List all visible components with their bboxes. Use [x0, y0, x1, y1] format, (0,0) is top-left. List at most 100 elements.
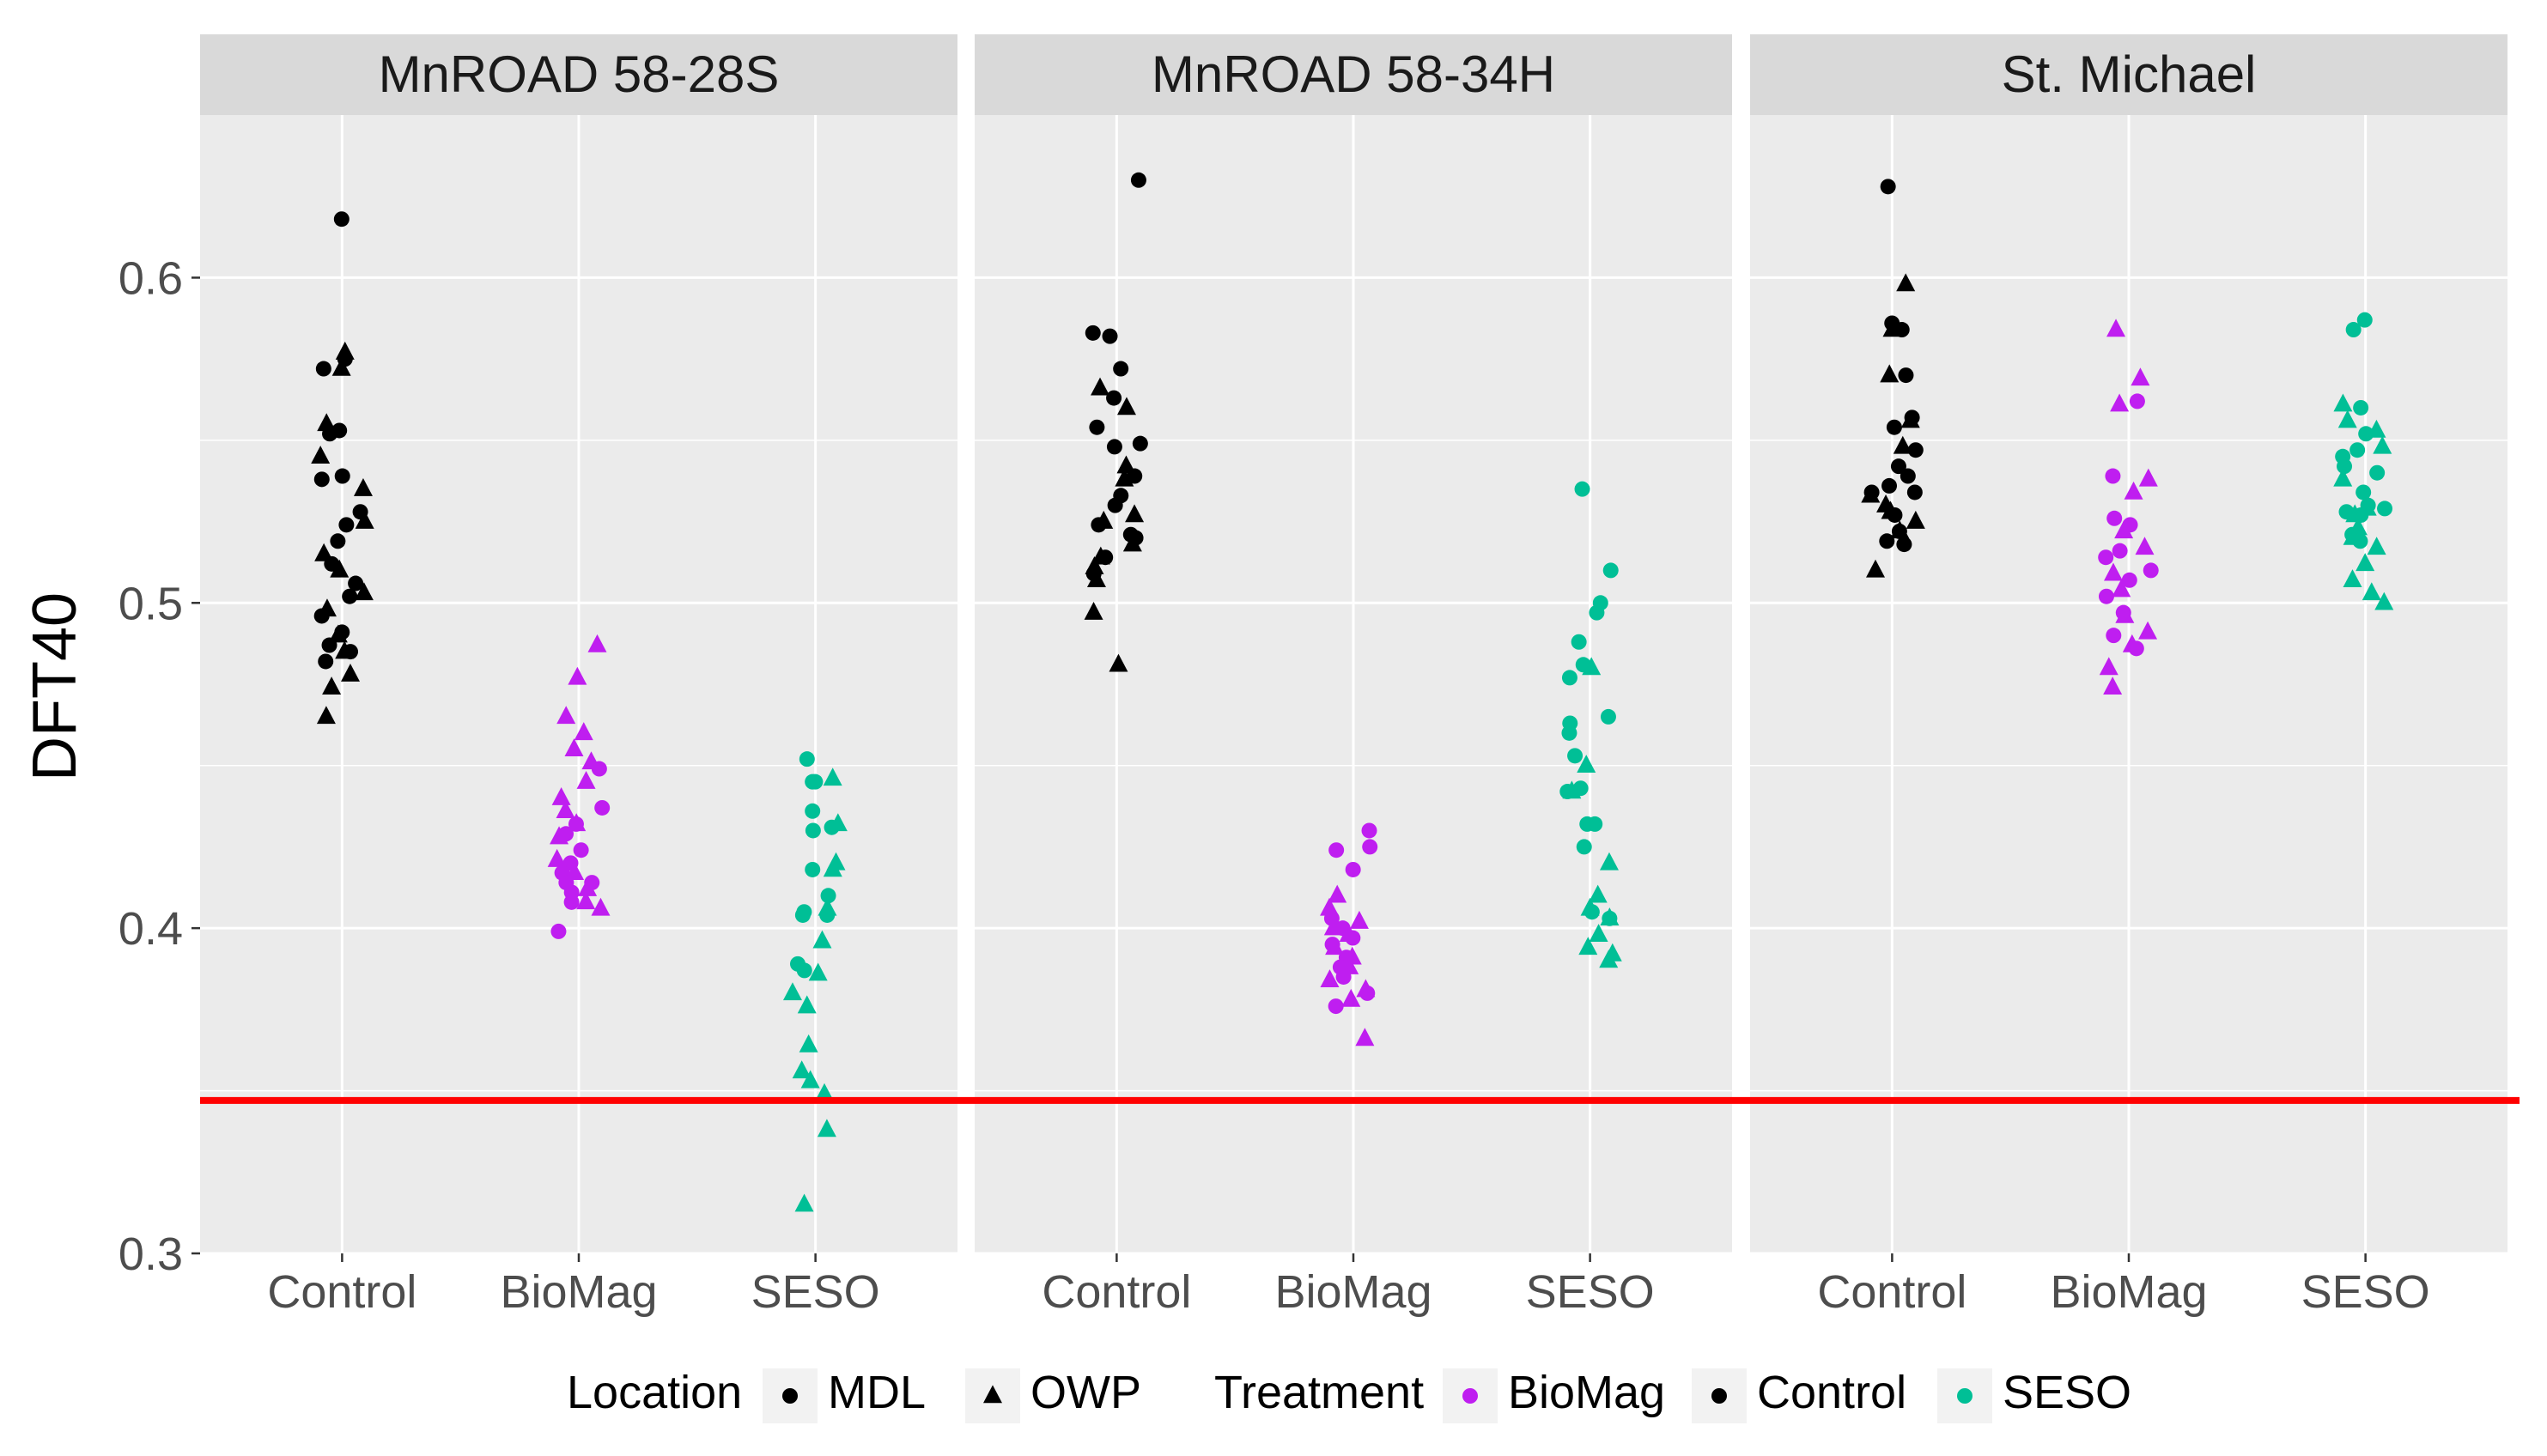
data-point-control-mdl — [1890, 458, 1906, 475]
data-point-control-mdl — [330, 533, 346, 549]
points-seso — [2333, 312, 2394, 610]
data-point-biomag-mdl — [2098, 588, 2114, 604]
data-point-control-owp — [1085, 555, 1104, 574]
data-point-seso-mdl — [1600, 708, 1616, 725]
data-point-biomag-owp — [2115, 604, 2135, 623]
data-point-seso-mdl — [1579, 816, 1596, 832]
data-point-seso-mdl — [2353, 399, 2369, 416]
data-point-control-owp — [1115, 468, 1134, 487]
data-point-seso-owp — [817, 1119, 836, 1138]
data-point-seso-owp — [2343, 526, 2362, 545]
data-point-seso-mdl — [820, 888, 836, 904]
legend-label-control: Control — [1757, 1367, 1906, 1418]
data-point-biomag-owp — [547, 848, 567, 867]
data-point-biomag-owp — [1341, 988, 1361, 1007]
data-point-control-mdl — [1102, 328, 1118, 344]
legend-title-treatment: Treatment — [1214, 1367, 1424, 1418]
data-point-seso-owp — [2343, 569, 2362, 588]
legend-symbol-control — [1711, 1388, 1727, 1404]
data-point-biomag-owp — [1320, 969, 1340, 988]
data-point-biomag-owp — [2138, 468, 2158, 487]
data-point-seso-mdl — [2377, 500, 2393, 517]
data-point-biomag-owp — [591, 897, 611, 916]
data-point-biomag-owp — [1340, 956, 1359, 974]
data-point-biomag-owp — [551, 786, 571, 805]
data-point-biomag-owp — [587, 634, 607, 652]
data-point-biomag-owp — [2103, 562, 2123, 581]
data-point-control-mdl — [1896, 537, 1912, 553]
data-point-control-mdl — [318, 653, 334, 670]
data-point-biomag-owp — [556, 800, 575, 819]
data-point-control-owp — [1125, 504, 1145, 523]
data-point-biomag-owp — [576, 771, 596, 789]
y-axis: 0.3 0.4 0.5 0.6 — [119, 252, 200, 1280]
data-point-biomag-owp — [1349, 910, 1369, 929]
legend: Location MDL OWP Treatment BioMag Control SESO — [567, 1367, 2131, 1423]
data-point-biomag-mdl — [1361, 822, 1377, 839]
x-tick-label-control: Control — [1817, 1266, 1966, 1318]
panel-mnroad-58-28s: MnROAD 58-28S Control BioMag SESO — [200, 34, 957, 1318]
data-point-seso-mdl — [805, 822, 821, 839]
data-point-control-mdl — [1881, 477, 1898, 494]
panel-st-michael: St. Michael Control BioMag SESO — [1750, 34, 2507, 1318]
data-point-control-owp — [1086, 569, 1106, 588]
data-point-seso-owp — [2367, 537, 2386, 555]
x-tick-label-biomag: BioMag — [1274, 1266, 1432, 1318]
points-biomag — [1320, 822, 1378, 1046]
data-point-control-owp — [354, 582, 374, 601]
legend-symbol-mdl — [782, 1388, 798, 1404]
data-point-control-mdl — [1879, 533, 1895, 549]
data-point-biomag-owp — [2114, 520, 2134, 539]
data-point-control-owp — [353, 478, 373, 496]
data-point-control-mdl — [1900, 468, 1916, 484]
data-point-seso-owp — [812, 930, 832, 949]
data-point-seso-mdl — [2356, 484, 2372, 500]
data-point-control-owp — [1896, 273, 1916, 292]
data-point-control-owp — [1881, 500, 1900, 519]
panel-strip — [975, 34, 1732, 115]
data-point-biomag-owp — [576, 891, 596, 910]
data-point-control-owp — [1906, 510, 1925, 529]
legend-label-biomag: BioMag — [1508, 1367, 1665, 1418]
data-point-control-mdl — [1907, 442, 1924, 458]
legend-symbol-owp — [983, 1385, 1002, 1404]
data-point-control-owp — [1122, 533, 1142, 552]
data-point-biomag-owp — [556, 706, 576, 725]
data-point-biomag-mdl — [2098, 549, 2114, 566]
data-point-biomag-owp — [581, 751, 601, 770]
data-point-biomag-owp — [1328, 884, 1347, 903]
data-point-seso-owp — [1589, 924, 1608, 942]
data-point-control-mdl — [1906, 484, 1923, 500]
data-point-seso-owp — [1582, 657, 1602, 676]
data-point-biomag-mdl — [2143, 562, 2159, 579]
data-point-seso-owp — [1599, 852, 1619, 871]
data-point-seso-owp — [823, 767, 842, 786]
data-point-biomag-owp — [2124, 481, 2143, 500]
data-point-control-mdl — [1106, 439, 1122, 455]
data-point-seso-owp — [2333, 468, 2353, 487]
data-point-control-owp — [1900, 410, 1920, 428]
data-point-biomag-owp — [568, 666, 587, 685]
x-tick-label-seso: SESO — [1526, 1266, 1655, 1318]
data-point-seso-mdl — [805, 803, 821, 819]
data-point-seso-owp — [2333, 393, 2353, 412]
data-point-seso-mdl — [1574, 481, 1590, 497]
data-point-control-owp — [1880, 364, 1900, 383]
data-point-control-mdl — [348, 575, 364, 592]
data-point-control-owp — [331, 357, 351, 376]
data-point-control-owp — [1116, 455, 1136, 474]
data-point-control-mdl — [1880, 179, 1896, 195]
data-point-biomag-mdl — [2129, 393, 2145, 410]
data-point-control-mdl — [1130, 172, 1146, 188]
data-point-seso-mdl — [1576, 839, 1592, 855]
data-point-control-owp — [1866, 559, 1886, 578]
data-point-seso-owp — [1600, 907, 1620, 926]
data-point-seso-owp — [2367, 419, 2386, 438]
data-point-seso-owp — [1599, 949, 1619, 968]
data-point-control-owp — [340, 663, 360, 682]
data-point-control-owp — [1109, 653, 1128, 672]
data-point-control-owp — [328, 624, 348, 643]
data-point-seso-owp — [797, 995, 817, 1014]
x-tick-label-seso: SESO — [751, 1266, 880, 1318]
data-point-biomag-owp — [1323, 917, 1343, 936]
